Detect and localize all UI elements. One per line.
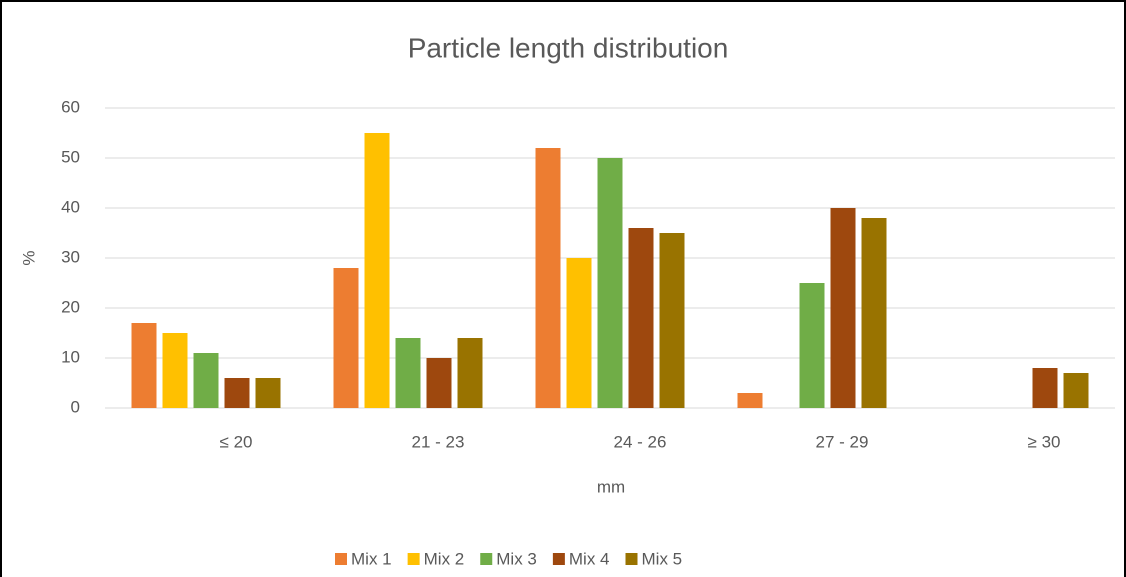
y-tick-label: 10 [61,347,80,366]
legend-swatch [480,553,493,565]
bar [426,358,452,408]
chart-title: Particle length distribution [408,32,729,63]
x-tick-label: ≥ 30 [1028,432,1061,451]
y-tick-label: 60 [61,97,80,116]
bar [162,333,188,408]
legend-label: Mix 4 [569,549,610,568]
bar [659,233,685,408]
bar [193,353,219,408]
legend-label: Mix 2 [424,549,465,568]
bar [628,228,654,408]
bar [333,268,359,408]
x-tick-label: 24 - 26 [614,432,667,451]
bar [861,218,887,408]
y-tick-label: 0 [71,397,80,416]
bar [224,378,250,408]
legend-swatch [407,553,420,565]
bar [566,258,592,408]
bar [395,338,421,408]
y-axis-label: % [19,250,38,265]
bar [255,378,281,408]
legend-label: Mix 3 [496,549,537,568]
legend-label: Mix 5 [642,549,683,568]
x-tick-label: ≤ 20 [220,432,253,451]
x-tick-label: 21 - 23 [412,432,465,451]
legend-label: Mix 1 [351,549,392,568]
bar [1032,368,1058,408]
legend-swatch [625,553,638,565]
legend-swatch [552,553,565,565]
x-tick-label: 27 - 29 [816,432,869,451]
bar [1063,373,1089,408]
y-tick-label: 50 [61,147,80,166]
bar [457,338,483,408]
bar [597,158,623,408]
y-tick-label: 20 [61,297,80,316]
bar [131,323,157,408]
bar [799,283,825,408]
bar [364,133,390,408]
y-tick-label: 40 [61,197,80,216]
bar [830,208,856,408]
legend-swatch [335,553,347,565]
bar [737,393,763,408]
bar [535,148,561,408]
y-tick-label: 30 [61,247,80,266]
x-axis-label: mm [597,477,625,496]
